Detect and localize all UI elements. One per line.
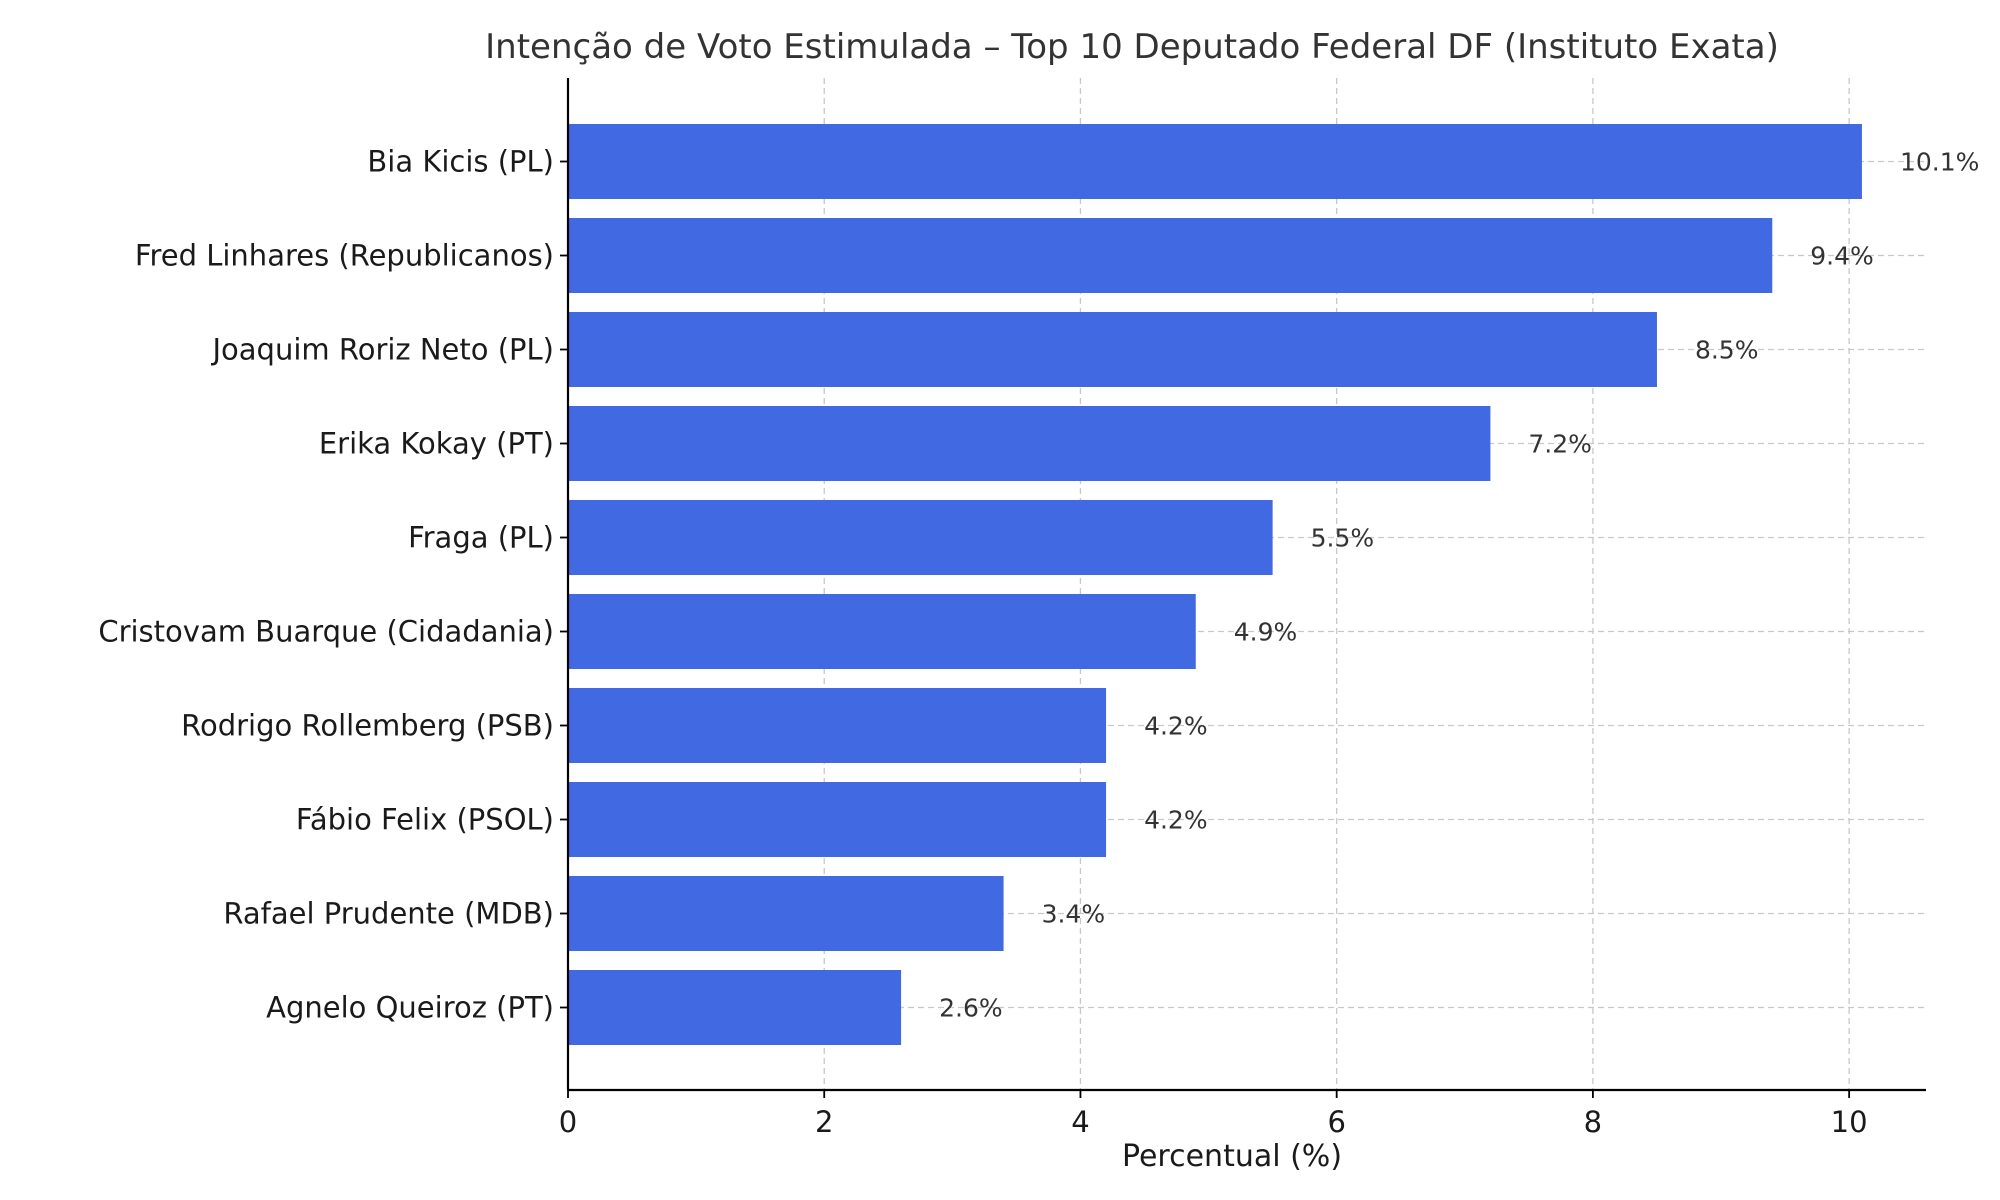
bar — [568, 218, 1773, 293]
bar — [568, 312, 1657, 387]
category-label: Erika Kokay (PT) — [319, 427, 554, 461]
value-label: 9.4% — [1810, 242, 1874, 271]
x-tick-label: 8 — [1584, 1105, 1602, 1139]
value-label: 5.5% — [1311, 524, 1375, 553]
bar — [568, 594, 1196, 669]
x-tick-label: 0 — [559, 1105, 577, 1139]
x-tick-label: 10 — [1831, 1105, 1868, 1139]
category-label: Rafael Prudente (MDB) — [223, 897, 554, 931]
bar — [568, 688, 1107, 763]
value-label: 8.5% — [1695, 336, 1759, 365]
bar — [568, 124, 1862, 199]
bars — [568, 124, 1862, 1045]
bar — [568, 406, 1491, 481]
labels: Bia Kicis (PL) 10.1% Fred Linhares (Republ… — [98, 145, 1979, 1140]
chart-title: Intenção de Voto Estimulada – Top 10 Dep… — [485, 27, 1779, 67]
value-label: 2.6% — [939, 994, 1003, 1023]
bar — [568, 970, 902, 1045]
category-label: Cristovam Buarque (Cidadania) — [98, 615, 554, 649]
category-label: Fraga (PL) — [408, 521, 554, 555]
x-axis-label: Percentual (%) — [1122, 1139, 1342, 1174]
value-label: 3.4% — [1042, 900, 1106, 929]
value-label: 4.2% — [1144, 806, 1208, 835]
category-label: Joaquim Roriz Neto (PL) — [210, 333, 554, 367]
category-label: Bia Kicis (PL) — [367, 145, 554, 179]
x-tick-label: 2 — [815, 1105, 833, 1139]
category-label: Fred Linhares (Republicanos) — [135, 239, 554, 273]
category-label: Agnelo Queiroz (PT) — [266, 991, 554, 1025]
value-label: 4.9% — [1234, 618, 1298, 647]
value-label: 10.1% — [1900, 148, 1979, 177]
bar — [568, 500, 1273, 575]
x-tick-label: 6 — [1327, 1105, 1345, 1139]
category-label: Fábio Felix (PSOL) — [296, 803, 554, 837]
category-label: Rodrigo Rollemberg (PSB) — [181, 709, 554, 743]
bar — [568, 782, 1107, 857]
value-label: 7.2% — [1528, 430, 1592, 459]
axes — [560, 78, 1926, 1098]
value-label: 4.2% — [1144, 712, 1208, 741]
x-tick-label: 4 — [1071, 1105, 1089, 1139]
bar — [568, 876, 1004, 951]
